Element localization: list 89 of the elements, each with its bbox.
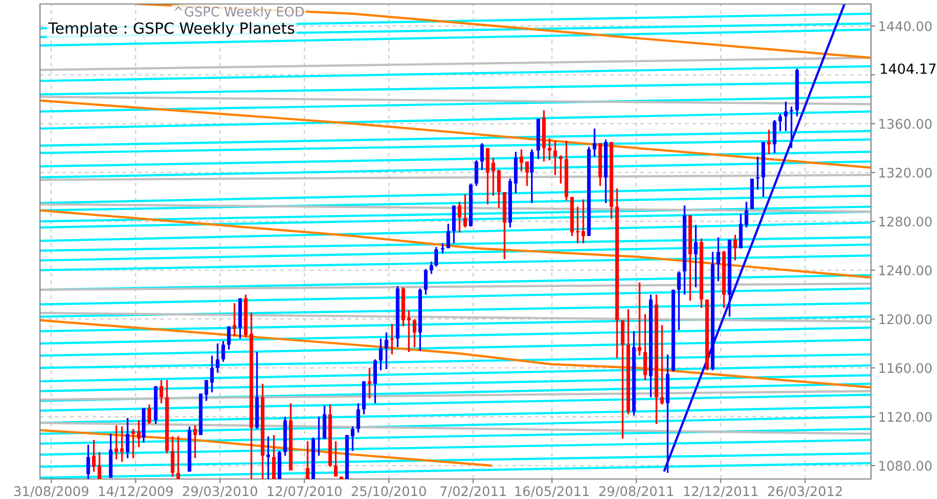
candlestick — [147, 404, 152, 425]
candlestick — [86, 444, 90, 479]
candlestick — [92, 439, 96, 473]
candlestick — [558, 154, 563, 184]
y-tick-label: 1360.00 — [879, 118, 932, 129]
candlestick — [137, 420, 141, 448]
candlestick — [530, 148, 534, 204]
line-series — [40, 429, 492, 467]
candlestick — [576, 206, 580, 244]
candlestick — [227, 326, 231, 350]
x-tick-label: 14/12/2009 — [99, 486, 173, 498]
candlestick — [334, 440, 338, 478]
candlestick — [170, 435, 174, 478]
candlestick — [221, 340, 226, 363]
candlestick — [491, 157, 496, 197]
candlestick — [520, 148, 524, 172]
candlestick — [767, 128, 771, 156]
candlestick — [350, 426, 354, 452]
candlestick — [407, 310, 411, 353]
candlestick — [733, 234, 737, 262]
y-tick-label: 1160.00 — [879, 363, 932, 374]
candlestick — [458, 200, 462, 234]
candlestick — [440, 242, 444, 254]
x-tick-label: 16/05/2011 — [515, 486, 589, 498]
candlestick — [390, 323, 394, 356]
candlestick — [160, 379, 164, 404]
x-tick-label: 31/08/2009 — [14, 486, 88, 498]
candlestick — [378, 338, 383, 372]
x-tick-label: 26/03/2012 — [768, 486, 842, 498]
y-tick-label: 1240.00 — [879, 265, 932, 276]
candlestick — [772, 119, 776, 154]
candlestick — [446, 222, 450, 250]
candlestick — [677, 270, 681, 331]
candlestick — [131, 428, 136, 460]
candlestick — [784, 100, 788, 132]
x-tick-label: 12/07/2010 — [268, 486, 342, 498]
candlestick — [660, 324, 664, 406]
candlestick — [412, 318, 416, 348]
candlestick — [193, 424, 197, 460]
candlestick — [120, 426, 124, 463]
x-tick-label: 25/10/2010 — [352, 486, 426, 498]
y-tick-label: 1440.00 — [879, 21, 932, 32]
y-tick-label: 1080.00 — [879, 460, 932, 471]
candlestick — [744, 200, 748, 228]
candlestick — [497, 169, 501, 209]
candlestick — [306, 440, 310, 479]
candlestick — [553, 140, 557, 176]
candlestick — [232, 302, 236, 337]
line-series — [40, 99, 871, 169]
candlestick — [525, 160, 529, 187]
candlestick — [474, 159, 478, 187]
x-tick-label: 29/08/2011 — [599, 486, 674, 498]
candlestick — [356, 402, 360, 434]
candlestick — [434, 246, 438, 268]
candlestick — [204, 379, 208, 402]
y-tick-label: 1200.00 — [879, 314, 932, 324]
candlestick — [384, 332, 388, 370]
line-series — [40, 319, 871, 389]
candlestick — [463, 194, 467, 228]
candlestick — [480, 142, 484, 171]
candlestick — [716, 236, 720, 282]
line-series — [40, 209, 871, 279]
chart-subtitle: ^GSPC Weekly EOD — [174, 6, 304, 20]
candlestick — [790, 106, 794, 149]
candlestick — [694, 224, 698, 288]
candlestick — [373, 358, 377, 404]
y-tick-label: 1280.00 — [879, 216, 932, 227]
candlestick — [176, 435, 180, 479]
candlestick — [638, 282, 642, 357]
candlestick — [114, 424, 118, 460]
candlestick — [266, 435, 270, 479]
candlestick — [581, 198, 586, 244]
candlestick — [126, 417, 130, 460]
candlestick — [643, 313, 647, 381]
candlestick — [210, 354, 214, 394]
candlestick — [424, 268, 428, 296]
x-tick-label: 7/02/2011 — [440, 486, 506, 498]
x-tick-label: 12/12/2011 — [684, 486, 758, 498]
candlestick — [368, 367, 372, 400]
candlestick — [98, 451, 102, 479]
y-tick-label: 1320.00 — [879, 168, 932, 178]
candlestick — [548, 137, 552, 162]
text: 1404.17 — [880, 63, 936, 74]
candlestick — [272, 434, 276, 479]
text: Template : GSPC Weekly Planets — [48, 22, 294, 37]
x-tick-label: 29/03/2010 — [182, 486, 258, 498]
candlestick — [592, 128, 596, 158]
y-tick-label: 1120.00 — [879, 412, 932, 422]
candlestick — [216, 342, 220, 374]
